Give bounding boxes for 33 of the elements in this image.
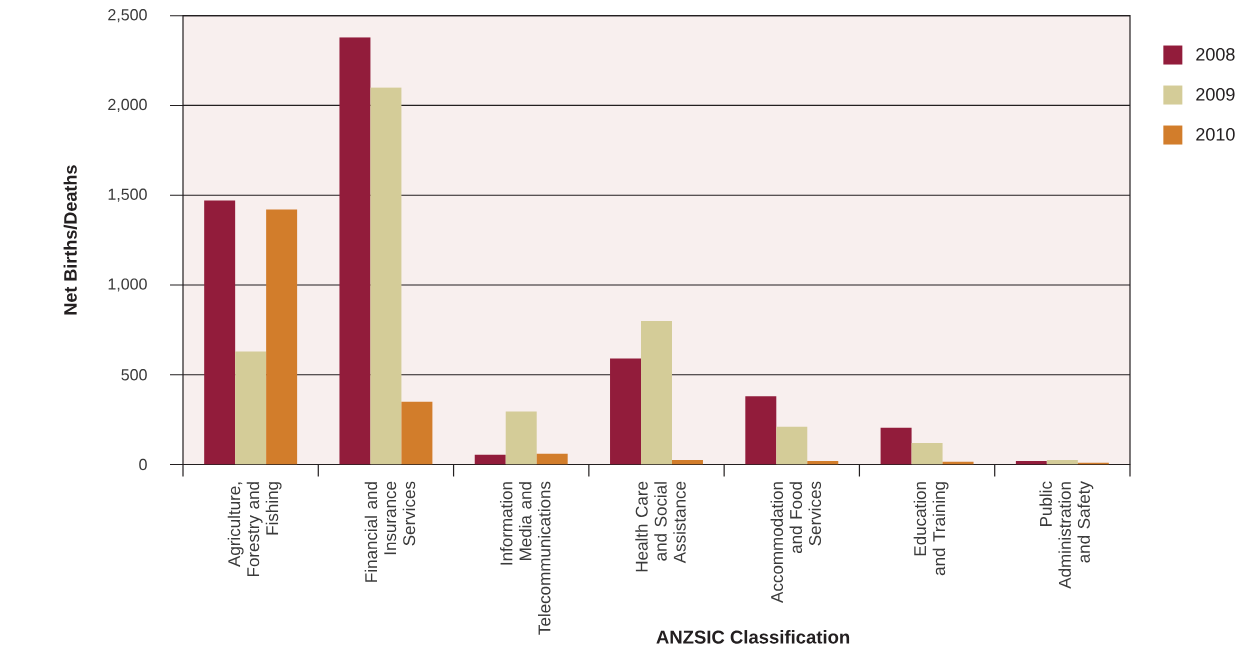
x-axis-title: ANZSIC Classification <box>656 630 850 644</box>
y-tick-label: 500 <box>121 369 147 381</box>
bar <box>339 37 371 465</box>
bar <box>401 401 433 465</box>
bar <box>536 453 568 465</box>
x-tick-label: Agriculture, Forestry and Fishing <box>227 482 282 577</box>
x-tick-label: Information Media and Telecommunications <box>499 481 551 635</box>
bar <box>610 358 642 465</box>
bar <box>204 200 236 465</box>
y-axis-title: Net Births/Deaths <box>63 165 78 315</box>
y-tick-label: 2,000 <box>108 98 147 113</box>
bar <box>266 209 298 465</box>
bar <box>880 427 912 465</box>
legend-label: 2009 <box>1196 87 1235 101</box>
legend-label: 2008 <box>1196 47 1235 61</box>
bar <box>776 426 808 465</box>
bar <box>745 396 777 465</box>
x-tick-label: Education and Training <box>913 482 949 576</box>
y-tick-label: 2,500 <box>108 9 147 23</box>
x-tick-label: Health Care and Social Assistance <box>635 481 686 572</box>
bar <box>474 454 506 465</box>
x-tick-label: Accommodation and Food Services <box>770 481 822 603</box>
bar <box>505 411 537 465</box>
y-tick-label: 0 <box>139 458 147 471</box>
bar <box>911 442 943 465</box>
bar <box>370 87 402 465</box>
x-tick-label: Financial and Insurance Services <box>364 481 416 582</box>
legend-label: 2010 <box>1196 127 1235 141</box>
bar <box>235 351 267 465</box>
y-tick-label: 1,000 <box>108 278 147 292</box>
x-tick-label: Public Administration and Safety <box>1039 481 1094 589</box>
bar <box>641 320 672 465</box>
y-tick-label: 1,500 <box>108 188 147 202</box>
